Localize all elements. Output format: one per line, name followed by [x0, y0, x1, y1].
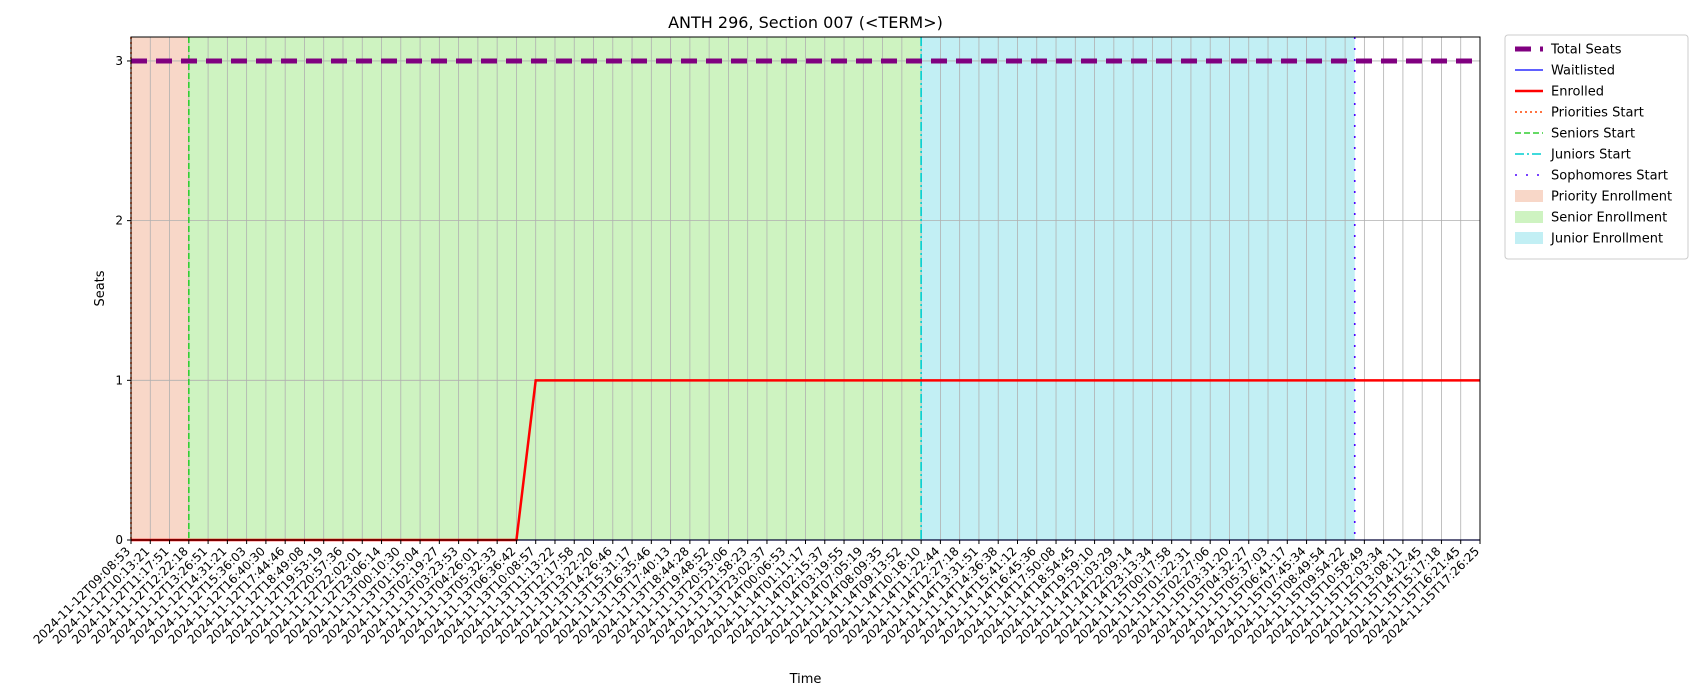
legend-label: Junior Enrollment	[1550, 232, 1663, 247]
legend: Total Seats Waitlisted Enrolled Priorities …	[1504, 34, 1689, 260]
legend-item-waitlisted: Waitlisted	[1515, 64, 1615, 79]
legend-label: Enrolled	[1551, 85, 1604, 100]
legend-label: Priorities Start	[1551, 106, 1644, 121]
legend-swatch	[1515, 190, 1543, 202]
legend-label: Juniors Start	[1550, 148, 1631, 163]
y-tick-label: 1	[115, 373, 123, 387]
enrollment-period-spans	[131, 37, 1355, 540]
legend-item-junior-enrollment: Junior Enrollment	[1515, 232, 1663, 247]
legend-item-enrolled: Enrolled	[1515, 85, 1604, 100]
legend-item-total-seats: Total Seats	[1515, 43, 1622, 58]
span-priority-enrollment	[131, 37, 189, 540]
legend-label: Waitlisted	[1551, 64, 1615, 79]
legend-box	[1504, 34, 1689, 260]
legend-swatch	[1515, 232, 1543, 244]
legend-label: Total Seats	[1550, 43, 1622, 58]
chart-title: ANTH 296, Section 007 (<TERM>)	[668, 13, 943, 32]
x-axis-ticks: 2024-11-12T09:08:532024-11-12T10:13:2120…	[31, 540, 1482, 647]
legend-item-sophomores-start: Sophomores Start	[1515, 169, 1668, 184]
y-axis-title: Seats	[93, 270, 108, 306]
legend-item-juniors-start: Juniors Start	[1515, 148, 1631, 163]
legend-item-senior-enrollment: Senior Enrollment	[1515, 211, 1667, 226]
span-junior-enrollment	[921, 37, 1355, 540]
legend-label: Seniors Start	[1551, 127, 1635, 142]
legend-item-priorities-start: Priorities Start	[1515, 106, 1644, 121]
legend-swatch	[1515, 211, 1543, 223]
legend-item-priority-enrollment: Priority Enrollment	[1515, 190, 1672, 205]
y-axis-ticks: 0 1 2 3	[115, 54, 131, 547]
legend-label: Senior Enrollment	[1551, 211, 1667, 226]
x-axis-title: Time	[789, 672, 822, 687]
y-tick-label: 0	[115, 533, 123, 547]
legend-label: Priority Enrollment	[1551, 190, 1672, 205]
legend-item-seniors-start: Seniors Start	[1515, 127, 1635, 142]
y-tick-label: 2	[115, 214, 123, 228]
legend-label: Sophomores Start	[1551, 169, 1668, 184]
y-tick-label: 3	[115, 54, 123, 68]
